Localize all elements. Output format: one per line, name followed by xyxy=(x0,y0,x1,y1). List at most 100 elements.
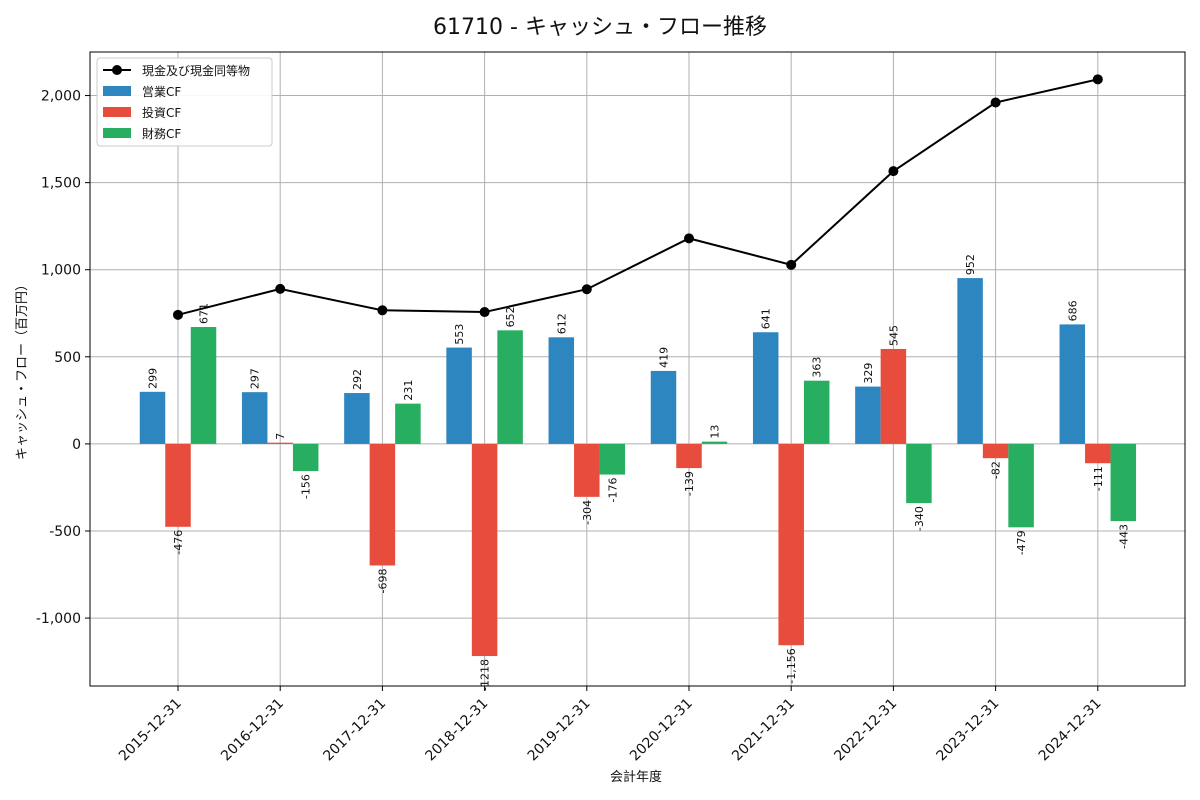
bar xyxy=(855,386,881,444)
bar-value-label: 671 xyxy=(198,303,211,324)
y-tick-label: 500 xyxy=(54,350,81,366)
y-tick-label: 1,500 xyxy=(41,176,81,192)
bar-value-label: -1218 xyxy=(479,659,492,691)
bars xyxy=(139,278,1137,657)
bar-value-label: 612 xyxy=(555,313,568,334)
bar xyxy=(752,332,779,444)
bar xyxy=(292,443,319,472)
legend-label: 投資CF xyxy=(142,105,181,120)
cash-balance-line xyxy=(173,74,1103,320)
bar xyxy=(574,443,600,497)
bar-value-label: -443 xyxy=(1117,524,1130,549)
bar xyxy=(1059,324,1086,444)
bar-value-label: 7 xyxy=(274,433,287,440)
bar xyxy=(957,278,983,444)
bar xyxy=(139,391,166,444)
bar xyxy=(1110,443,1137,522)
bar-value-label: 297 xyxy=(249,368,262,389)
bar-value-label: -156 xyxy=(300,474,313,499)
y-tick-label: -1,000 xyxy=(36,611,81,627)
bar-value-label: -340 xyxy=(913,506,926,531)
line-point xyxy=(275,283,286,294)
bar-value-label: 652 xyxy=(504,306,517,327)
bar-value-label: -139 xyxy=(683,471,696,496)
bar-value-label: -111 xyxy=(1092,466,1105,491)
bar-value-label: 13 xyxy=(709,425,722,439)
x-axis-label: 会計年度 xyxy=(610,769,662,785)
legend-marker xyxy=(112,65,122,75)
line-point xyxy=(173,309,183,320)
x-tick-label: 2024-12-31 xyxy=(1036,696,1105,765)
x-axis-ticks: 2015-12-31 2016-12-31 2017-12-31 2018-12-31… xyxy=(116,686,1105,764)
y-axis-label: キャッシュ・フロー（百万円） xyxy=(15,278,30,460)
line-point xyxy=(990,97,1001,108)
bar-value-label: 545 xyxy=(887,325,900,346)
line-path xyxy=(177,78,1099,316)
plot-frame xyxy=(89,51,1186,687)
bar xyxy=(344,393,370,444)
bar xyxy=(982,443,1009,459)
line-point xyxy=(888,166,899,177)
legend-box xyxy=(96,57,273,147)
bar-value-label: 419 xyxy=(658,347,671,368)
bar-value-label: 299 xyxy=(147,368,160,389)
x-tick-label: 2018-12-31 xyxy=(423,696,492,765)
bar xyxy=(778,443,804,646)
bar xyxy=(395,403,421,444)
bar-value-label: -479 xyxy=(1015,530,1028,555)
bar xyxy=(880,348,907,444)
y-tick-label: 1,000 xyxy=(41,263,81,279)
line-point xyxy=(581,284,592,295)
y-tick-label: 0 xyxy=(72,437,81,453)
bar xyxy=(548,337,575,444)
bar-value-label: 952 xyxy=(964,254,977,275)
bar-value-label: 641 xyxy=(760,308,773,329)
x-tick-label: 2020-12-31 xyxy=(627,696,696,765)
bar xyxy=(190,327,217,444)
bar-value-label: 363 xyxy=(811,357,824,378)
legend-swatch xyxy=(103,128,131,138)
bar-value-label: -82 xyxy=(990,461,1003,479)
bar xyxy=(701,441,728,444)
bar xyxy=(267,442,293,444)
legend-label: 財務CF xyxy=(142,126,181,141)
bar-value-label: -476 xyxy=(172,530,185,555)
bar-value-label: -304 xyxy=(581,500,594,525)
bar xyxy=(906,443,932,504)
line-point xyxy=(479,307,490,318)
bar-value-label: -1,156 xyxy=(785,648,798,683)
bar xyxy=(446,347,472,444)
bar-labels: 299 297 292 553 612 419 641 329 952 686 -476 7 -698 -… xyxy=(147,254,1131,691)
bar xyxy=(165,443,191,527)
bar xyxy=(676,443,702,469)
chart-title: 61710 - キャッシュ・フロー推移 xyxy=(433,15,767,40)
legend-label: 現金及び現金同等物 xyxy=(142,63,250,78)
bar-value-label: 553 xyxy=(453,324,466,345)
bar-value-label: -176 xyxy=(606,478,619,503)
line-point xyxy=(1092,74,1103,85)
legend-label: 営業CF xyxy=(142,85,181,99)
x-tick-label: 2017-12-31 xyxy=(320,696,389,765)
bar xyxy=(1008,443,1034,528)
bar xyxy=(803,380,830,444)
legend-swatch xyxy=(103,107,131,117)
bar xyxy=(241,392,268,444)
bar-value-label: 231 xyxy=(402,380,415,401)
x-tick-label: 2022-12-31 xyxy=(831,696,900,765)
bar xyxy=(369,443,396,566)
bar xyxy=(650,370,677,444)
bar xyxy=(599,443,626,475)
bar-value-label: 329 xyxy=(862,363,875,384)
y-tick-label: -500 xyxy=(49,524,81,540)
y-axis-ticks: -1,000 -500 0 500 1,000 1,500 2,000 xyxy=(36,89,90,627)
line-point xyxy=(786,259,797,270)
line-point xyxy=(377,305,388,316)
bar-value-label: 686 xyxy=(1066,300,1079,321)
x-tick-label: 2021-12-31 xyxy=(729,696,798,765)
x-tick-label: 2023-12-31 xyxy=(934,696,1003,765)
bar-value-label: -698 xyxy=(376,568,389,593)
x-tick-label: 2016-12-31 xyxy=(218,696,287,765)
line-point xyxy=(684,233,694,244)
